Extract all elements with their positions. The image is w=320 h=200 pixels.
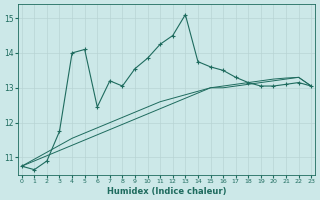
X-axis label: Humidex (Indice chaleur): Humidex (Indice chaleur) (107, 187, 226, 196)
